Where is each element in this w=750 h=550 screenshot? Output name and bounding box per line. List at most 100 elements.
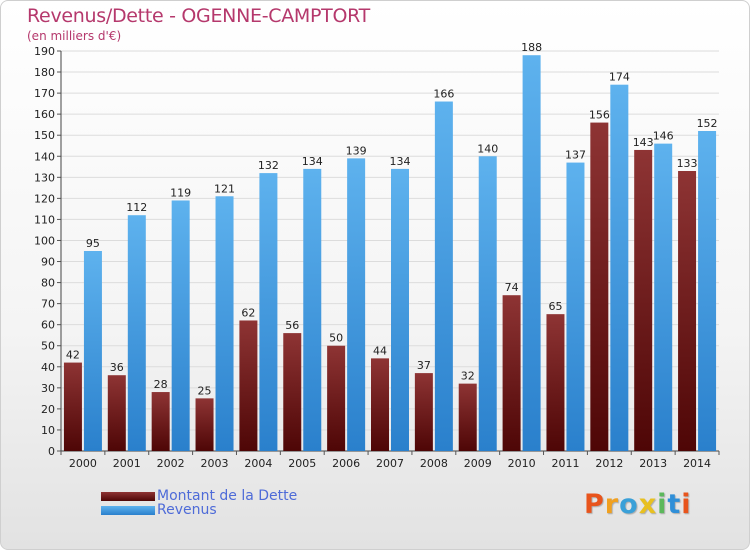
data-label-debt: 25 bbox=[198, 384, 212, 397]
bar-debt bbox=[371, 358, 389, 451]
x-tick-label: 2004 bbox=[244, 457, 272, 470]
bar-revenue bbox=[259, 173, 278, 451]
legend-swatch-revenue bbox=[101, 505, 155, 515]
y-tick-label: 20 bbox=[41, 403, 55, 416]
y-tick-label: 140 bbox=[34, 150, 55, 163]
data-label-revenue: 188 bbox=[521, 41, 542, 54]
y-tick-label: 130 bbox=[34, 171, 55, 184]
bar-revenue bbox=[478, 156, 497, 451]
bar-debt bbox=[502, 295, 521, 451]
logo-letter: i bbox=[657, 489, 668, 520]
data-label-debt: 37 bbox=[417, 359, 431, 372]
x-tick-label: 2009 bbox=[464, 457, 492, 470]
x-tick-label: 2006 bbox=[332, 457, 360, 470]
x-tick-label: 2012 bbox=[595, 457, 623, 470]
y-tick-label: 160 bbox=[34, 108, 55, 121]
data-label-debt: 62 bbox=[241, 306, 255, 319]
x-tick-label: 2007 bbox=[376, 457, 404, 470]
data-label-revenue: 112 bbox=[126, 201, 147, 214]
data-label-debt: 44 bbox=[373, 344, 387, 357]
y-tick-label: 100 bbox=[34, 234, 55, 247]
data-label-revenue: 174 bbox=[609, 71, 630, 84]
data-label-revenue: 140 bbox=[477, 142, 498, 155]
y-tick-label: 30 bbox=[41, 382, 55, 395]
x-tick-label: 2001 bbox=[113, 457, 141, 470]
x-tick-label: 2008 bbox=[420, 457, 448, 470]
data-label-revenue: 166 bbox=[433, 88, 454, 101]
bar-debt bbox=[283, 333, 302, 451]
bar-revenue bbox=[391, 168, 409, 452]
x-tick-label: 2003 bbox=[201, 457, 229, 470]
y-tick-label: 70 bbox=[41, 298, 55, 311]
legend-swatch-debt bbox=[101, 491, 155, 501]
y-tick-label: 90 bbox=[41, 256, 55, 269]
data-label-revenue: 134 bbox=[390, 155, 411, 168]
x-tick-label: 2002 bbox=[157, 457, 185, 470]
data-label-revenue: 121 bbox=[214, 182, 235, 195]
data-label-debt: 36 bbox=[110, 361, 124, 374]
bar-revenue bbox=[566, 162, 585, 451]
bar-debt bbox=[327, 345, 346, 451]
y-tick-label: 80 bbox=[41, 277, 55, 290]
proxiti-logo: Proxiti bbox=[584, 489, 692, 520]
logo-letter: x bbox=[638, 489, 658, 520]
logo-letter: i bbox=[681, 489, 692, 520]
bar-debt bbox=[239, 320, 258, 451]
y-tick-label: 190 bbox=[34, 45, 55, 58]
x-tick-label: 2011 bbox=[551, 457, 579, 470]
logo-letter: o bbox=[619, 489, 639, 520]
x-tick-label: 2010 bbox=[508, 457, 536, 470]
bar-debt bbox=[634, 149, 653, 451]
bar-revenue bbox=[610, 84, 629, 452]
legend-item-revenue: Revenus bbox=[101, 503, 217, 517]
data-label-debt: 56 bbox=[285, 319, 299, 332]
bar-revenue bbox=[522, 55, 541, 452]
bar-revenue bbox=[654, 143, 673, 451]
bar-debt bbox=[151, 392, 170, 451]
bar-revenue bbox=[83, 251, 102, 451]
y-tick-label: 120 bbox=[34, 192, 55, 205]
data-label-debt: 133 bbox=[677, 157, 698, 170]
data-label-debt: 143 bbox=[633, 136, 654, 149]
legend-label-debt: Montant de la Dette bbox=[157, 488, 298, 504]
y-tick-label: 60 bbox=[41, 319, 55, 332]
data-label-revenue: 137 bbox=[565, 149, 586, 162]
chart-title: Revenus/Dette - OGENNE-CAMPTORT bbox=[27, 5, 370, 27]
bar-debt bbox=[678, 171, 697, 451]
bar-revenue bbox=[698, 131, 717, 451]
data-label-revenue: 152 bbox=[697, 117, 718, 130]
x-tick-label: 2000 bbox=[69, 457, 97, 470]
bar-debt bbox=[458, 383, 477, 451]
bar-debt bbox=[590, 122, 609, 451]
bar-revenue bbox=[347, 158, 366, 452]
logo-letter: P bbox=[584, 489, 605, 520]
y-tick-label: 150 bbox=[34, 129, 55, 142]
y-tick-label: 170 bbox=[34, 87, 55, 100]
bar-revenue bbox=[434, 101, 453, 452]
data-label-debt: 156 bbox=[589, 109, 610, 122]
bar-debt bbox=[63, 362, 82, 451]
bar-revenue bbox=[127, 215, 146, 451]
bar-revenue bbox=[171, 200, 190, 451]
bar-debt bbox=[107, 375, 126, 451]
bar-debt bbox=[546, 314, 565, 451]
logo-letter: r bbox=[604, 489, 620, 520]
bar-revenue bbox=[303, 168, 322, 452]
x-tick-label: 2014 bbox=[683, 457, 711, 470]
x-tick-label: 2013 bbox=[639, 457, 667, 470]
x-tick-label: 2005 bbox=[288, 457, 316, 470]
data-label-revenue: 134 bbox=[302, 155, 323, 168]
data-label-debt: 74 bbox=[505, 281, 519, 294]
bar-revenue bbox=[215, 196, 234, 451]
legend-item-debt: Montant de la Dette bbox=[101, 489, 297, 503]
data-label-revenue: 139 bbox=[346, 144, 367, 157]
data-label-debt: 32 bbox=[461, 370, 475, 383]
data-label-debt: 65 bbox=[548, 300, 562, 313]
data-label-revenue: 95 bbox=[86, 237, 100, 250]
bar-debt bbox=[414, 373, 433, 451]
data-label-debt: 50 bbox=[329, 332, 343, 345]
data-label-debt: 28 bbox=[154, 378, 168, 391]
bar-debt bbox=[195, 398, 214, 451]
y-tick-label: 10 bbox=[41, 424, 55, 437]
